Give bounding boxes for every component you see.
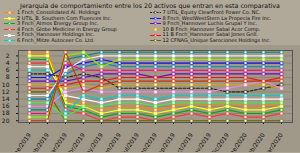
html-text:4 Fnch_Globe Medicine in Energ: 4 Fnch_Globe Medicine in Energy Group [17, 25, 117, 32]
svg-text:abr/2019: abr/2019 [65, 131, 86, 152]
html-text:Jerarquía de comportamiento en: Jerarquía de comportamiento entre los 20… [20, 2, 280, 9]
html-text:12 CFNAG_Unique Sarociones Hol: 12 CFNAG_Unique Sarociones Holdings Inc. [162, 37, 271, 43]
html-text:1 Fnch_Consolidated Al. Holdin: 1 Fnch_Consolidated Al. Holdings [17, 9, 101, 15]
svg-text:ene/2019: ene/2019 [10, 131, 32, 152]
svg-text:nov/2019: nov/2019 [190, 131, 212, 152]
svg-text:8: 8 [6, 73, 10, 80]
svg-text:mar/2019: mar/2019 [45, 131, 68, 152]
html-text:11 B Fnch_Hannover Sabal Jones: 11 B Fnch_Hannover Sabal Jones Grill. [162, 31, 258, 38]
svg-text:6: 6 [6, 66, 10, 73]
svg-text:12: 12 [2, 87, 10, 94]
svg-text:14: 14 [2, 95, 10, 102]
html-text:7 UTIL_Equity ClearFront Power: 7 UTIL_Equity ClearFront Power Co. NC. [162, 9, 261, 15]
svg-text:may/2019: may/2019 [81, 131, 105, 152]
svg-text:sep/2019: sep/2019 [154, 131, 177, 152]
html-text:2 UTIL_B. Southern Com Fluence: 2 UTIL_B. Southern Com Fluences Inc. [17, 14, 112, 21]
html-text:6 Fnch_Mitze Autoceer Co. Ltd.: 6 Fnch_Mitze Autoceer Co. Ltd. [17, 37, 95, 43]
svg-text:20: 20 [2, 116, 10, 123]
svg-text:jul/2019: jul/2019 [120, 131, 141, 152]
svg-text:ene/2020: ene/2020 [226, 131, 248, 152]
svg-text:2: 2 [6, 51, 10, 58]
html-text:5 Fnch_Hannover Holdings Inc.: 5 Fnch_Hannover Holdings Inc. [17, 31, 95, 38]
html-text:8 Fnch_WestWestStern La Propec: 8 Fnch_WestWestStern La Propecia Fire In… [162, 14, 272, 21]
svg-text:4: 4 [6, 59, 10, 66]
svg-text:18: 18 [2, 109, 10, 116]
html-text:10 B Fnch_Hannover Sabal Acor: 10 B Fnch_Hannover Sabal Acor Comp. [162, 25, 261, 32]
svg-text:oct/2019: oct/2019 [173, 131, 194, 152]
svg-text:10: 10 [2, 80, 10, 87]
svg-text:16: 16 [2, 102, 10, 109]
svg-text:feb/2019: feb/2019 [29, 131, 50, 152]
svg-text:dic/2019: dic/2019 [209, 131, 230, 152]
svg-text:jun/2019: jun/2019 [100, 131, 122, 152]
svg-text:feb/2020: feb/2020 [245, 131, 266, 152]
svg-text:mar/2020: mar/2020 [261, 131, 284, 152]
html-text:3 Fnch_Atmos Energy Group Inc.: 3 Fnch_Atmos Energy Group Inc. [17, 20, 99, 27]
html-text:9 Fnch_Hannover Luchis Grupal: 9 Fnch_Hannover Luchis Grupal Y Inc. [162, 20, 257, 27]
svg-text:ago/2019: ago/2019 [136, 131, 159, 152]
